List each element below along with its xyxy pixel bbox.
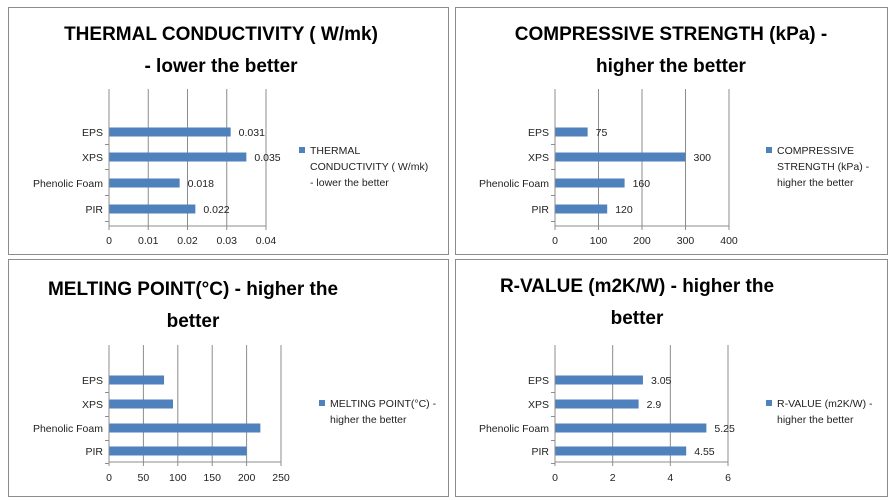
melting-point-title-line-1: MELTING POINT(°C) - higher the	[48, 279, 338, 300]
compressive-strength-title-line-2: higher the better	[596, 56, 747, 77]
thermal-conductivity-x-tick-label: 0.01	[138, 235, 159, 247]
compressive-strength-x-tick-label: 100	[590, 235, 608, 247]
melting-point-category-label-xps: XPS	[82, 399, 103, 411]
compressive-strength-title-line-1: COMPRESSIVE STRENGTH (kPa) -	[515, 24, 828, 45]
compressive-strength-category-label-eps: EPS	[528, 127, 549, 139]
r-value-x-tick-label: 4	[667, 472, 673, 484]
compressive-strength-data-label-eps: 75	[596, 127, 608, 139]
melting-point-legend-text-line-2: higher the better	[330, 414, 407, 426]
r-value-bar-phenolic-foam	[555, 423, 707, 433]
melting-point-x-tick-label: 250	[272, 472, 290, 484]
compressive-strength-bar-pir	[555, 204, 608, 214]
compressive-strength-data-label-phenolic-foam: 160	[633, 178, 651, 190]
compressive-strength-chart: COMPRESSIVE STRENGTH (kPa) - higher the b…	[455, 7, 888, 255]
thermal-conductivity-bar-eps	[109, 127, 231, 137]
r-value-category-label-xps: XPS	[528, 399, 549, 411]
thermal-conductivity-title-line-1: THERMAL CONDUCTIVITY ( W/mk)	[64, 24, 378, 45]
melting-point-chart: MELTING POINT(°C) - higher the better 0 50 1…	[8, 259, 449, 497]
melting-point-legend-text-line-1: MELTING POINT(°C) -	[330, 398, 437, 410]
thermal-conductivity-data-label-phenolic-foam: 0.018	[188, 178, 214, 190]
r-value-data-label-xps: 2.9	[647, 399, 662, 411]
r-value-data-label-pir: 4.55	[694, 446, 715, 458]
r-value-legend-swatch	[766, 400, 772, 406]
r-value-legend-text-line-2: higher the better	[777, 414, 854, 426]
melting-point-x-tick-label: 150	[203, 472, 221, 484]
thermal-conductivity-legend-swatch	[299, 147, 305, 153]
r-value-data-label-eps: 3.05	[651, 375, 672, 387]
compressive-strength-category-label-pir: PIR	[531, 204, 549, 216]
r-value-bar-eps	[555, 375, 643, 385]
r-value-legend-text-line-1: R-VALUE (m2K/W) -	[777, 398, 873, 410]
compressive-strength-data-label-pir: 120	[615, 204, 633, 216]
r-value-bar-pir	[555, 446, 687, 456]
compressive-strength-bar-eps	[555, 127, 588, 137]
thermal-conductivity-data-label-eps: 0.031	[239, 127, 265, 139]
r-value-category-label-eps: EPS	[528, 375, 549, 387]
melting-point-title-line-2: better	[167, 311, 220, 332]
thermal-conductivity-category-label-eps: EPS	[82, 127, 103, 139]
thermal-conductivity-bar-phenolic-foam	[109, 178, 180, 188]
compressive-strength-data-label-xps: 300	[694, 152, 712, 164]
thermal-conductivity-x-tick-label: 0.04	[256, 235, 277, 247]
melting-point-x-tick-label: 0	[106, 472, 112, 484]
melting-point-legend-swatch	[319, 400, 325, 406]
thermal-conductivity-title-line-2: - lower the better	[144, 56, 298, 77]
thermal-conductivity-category-label-pir: PIR	[85, 204, 103, 216]
r-value-bar-xps	[555, 399, 639, 409]
thermal-conductivity-legend-text-line-2: CONDUCTIVITY ( W/mk)	[310, 161, 428, 173]
thermal-conductivity-legend-text-line-1: THERMAL	[310, 145, 360, 157]
thermal-conductivity-x-tick-label: 0	[106, 235, 112, 247]
r-value-category-label-phenolic-foam: Phenolic Foam	[479, 423, 549, 435]
r-value-chart: R-VALUE (m2K/W) - higher the better 0 2 4 6 EP…	[455, 259, 888, 497]
melting-point-category-label-eps: EPS	[82, 375, 103, 387]
melting-point-x-tick-label: 50	[138, 472, 150, 484]
r-value-title-line-2: better	[611, 308, 664, 329]
thermal-conductivity-legend-text-line-3: - lower the better	[310, 177, 389, 189]
compressive-strength-chart-svg: COMPRESSIVE STRENGTH (kPa) - higher the b…	[479, 24, 870, 247]
r-value-chart-svg: R-VALUE (m2K/W) - higher the better 0 2 4 6 EP…	[479, 276, 873, 484]
thermal-conductivity-x-tick-label: 0.02	[177, 235, 198, 247]
melting-point-x-tick-label: 100	[169, 472, 187, 484]
r-value-x-tick-label: 6	[725, 472, 731, 484]
compressive-strength-bar-xps	[555, 152, 686, 162]
thermal-conductivity-category-label-phenolic-foam: Phenolic Foam	[33, 178, 103, 190]
thermal-conductivity-data-label-xps: 0.035	[254, 152, 280, 164]
compressive-strength-x-tick-label: 300	[677, 235, 695, 247]
compressive-strength-bar-phenolic-foam	[555, 178, 625, 188]
thermal-conductivity-category-label-xps: XPS	[82, 152, 103, 164]
thermal-conductivity-data-label-pir: 0.022	[203, 204, 229, 216]
melting-point-category-label-phenolic-foam: Phenolic Foam	[33, 423, 103, 435]
compressive-strength-legend-text-line-3: higher the better	[777, 177, 854, 189]
thermal-conductivity-chart: THERMAL CONDUCTIVITY ( W/mk) - lower the …	[8, 7, 449, 255]
melting-point-bar-phenolic-foam	[109, 423, 261, 433]
r-value-x-tick-label: 2	[610, 472, 616, 484]
melting-point-bar-xps	[109, 399, 173, 409]
r-value-title-line-1: R-VALUE (m2K/W) - higher the	[500, 276, 774, 297]
compressive-strength-legend-text-line-2: STRENGTH (kPa) -	[777, 161, 870, 173]
compressive-strength-legend-swatch	[766, 147, 772, 153]
compressive-strength-x-tick-label: 0	[552, 235, 558, 247]
thermal-conductivity-bar-pir	[109, 204, 196, 214]
melting-point-bar-eps	[109, 375, 165, 385]
r-value-data-label-phenolic-foam: 5.25	[714, 423, 735, 435]
compressive-strength-x-tick-label: 400	[720, 235, 738, 247]
thermal-conductivity-x-tick-label: 0.03	[217, 235, 238, 247]
thermal-conductivity-chart-svg: THERMAL CONDUCTIVITY ( W/mk) - lower the …	[33, 24, 428, 247]
compressive-strength-category-label-xps: XPS	[528, 152, 549, 164]
compressive-strength-x-tick-label: 200	[633, 235, 651, 247]
compressive-strength-category-label-phenolic-foam: Phenolic Foam	[479, 178, 549, 190]
melting-point-chart-svg: MELTING POINT(°C) - higher the better 0 50 1…	[33, 279, 437, 484]
compressive-strength-legend-text-line-1: COMPRESSIVE	[777, 145, 854, 157]
melting-point-x-tick-label: 200	[238, 472, 256, 484]
r-value-x-tick-label: 0	[552, 472, 558, 484]
r-value-category-label-pir: PIR	[531, 446, 549, 458]
melting-point-bar-pir	[109, 446, 247, 456]
melting-point-category-label-pir: PIR	[85, 446, 103, 458]
thermal-conductivity-bar-xps	[109, 152, 247, 162]
